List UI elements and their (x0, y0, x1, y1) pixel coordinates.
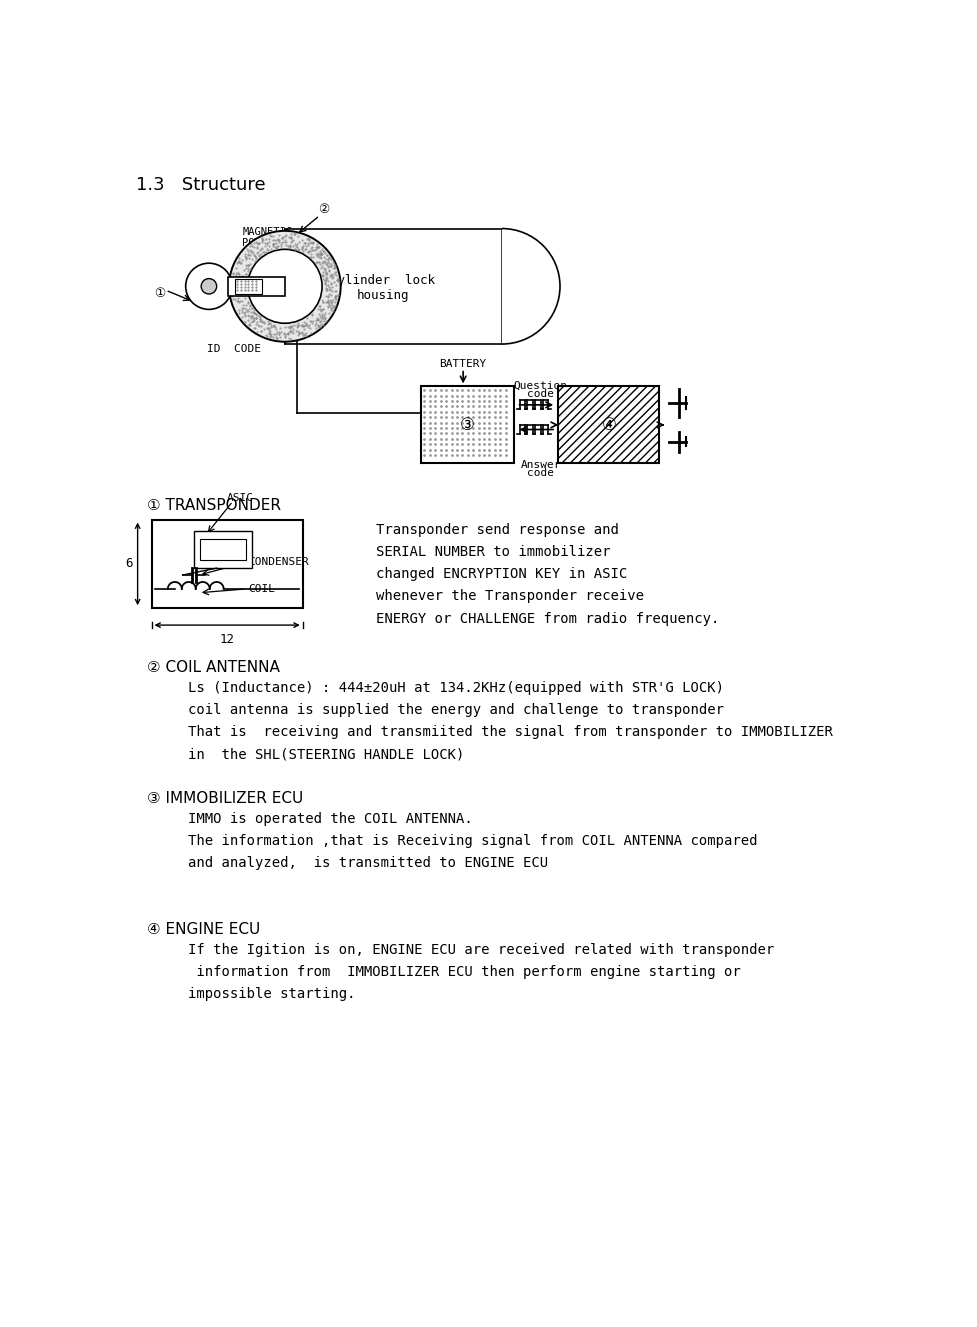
Bar (285, 228, 502, 344)
Text: ④: ④ (602, 415, 616, 434)
Text: BATTERY: BATTERY (440, 358, 487, 369)
Text: Answer: Answer (521, 459, 561, 470)
Circle shape (248, 249, 322, 324)
Text: ④ ENGINE ECU: ④ ENGINE ECU (147, 921, 260, 937)
Text: COIL: COIL (248, 584, 276, 594)
Bar (200, 539, 246, 560)
Text: ASIC: ASIC (228, 492, 254, 503)
Text: Question: Question (514, 381, 568, 390)
Text: Cylinder  lock: Cylinder lock (330, 273, 435, 287)
Bar (420, 386, 514, 463)
Text: ①: ① (153, 288, 165, 300)
Text: ② COIL ANTENNA: ② COIL ANTENNA (147, 660, 279, 674)
Circle shape (229, 231, 341, 342)
Circle shape (201, 279, 217, 295)
Wedge shape (502, 228, 560, 344)
Bar (229, 277, 285, 296)
Text: 6: 6 (125, 557, 133, 571)
Text: Ls (Inductance) : 444±20uH at 134.2KHz(equipped with STR'G LOCK)
coil antenna is: Ls (Inductance) : 444±20uH at 134.2KHz(e… (188, 681, 832, 762)
Text: code: code (528, 389, 554, 398)
Text: MAGNETIC: MAGNETIC (242, 227, 292, 238)
Bar (234, 279, 262, 295)
Text: ③ IMMOBILIZER ECU: ③ IMMOBILIZER ECU (147, 791, 303, 805)
Bar (559, 386, 659, 463)
Circle shape (186, 263, 233, 309)
Text: housing: housing (357, 289, 408, 303)
Text: ②: ② (318, 203, 329, 216)
Text: POWER: POWER (242, 238, 274, 248)
Text: If the Igition is on, ENGINE ECU are received related with transponder
 informat: If the Igition is on, ENGINE ECU are rec… (188, 943, 774, 1001)
Text: CONDENSER: CONDENSER (248, 557, 309, 567)
Text: ① TRANSPONDER: ① TRANSPONDER (147, 498, 281, 514)
Text: 1.3   Structure: 1.3 Structure (136, 176, 266, 194)
Text: Transponder send response and
SERIAL NUMBER to immobilizer
changed ENCRYPTION KE: Transponder send response and SERIAL NUM… (376, 523, 720, 625)
Text: ③: ③ (459, 415, 475, 434)
Text: ID  CODE: ID CODE (207, 344, 262, 354)
Text: code: code (528, 468, 554, 478)
Bar (151, 520, 303, 608)
Text: 12: 12 (219, 633, 234, 646)
Text: IMMO is operated the COIL ANTENNA.
The information ,that is Receiving signal fro: IMMO is operated the COIL ANTENNA. The i… (188, 812, 757, 871)
Bar (194, 531, 252, 568)
